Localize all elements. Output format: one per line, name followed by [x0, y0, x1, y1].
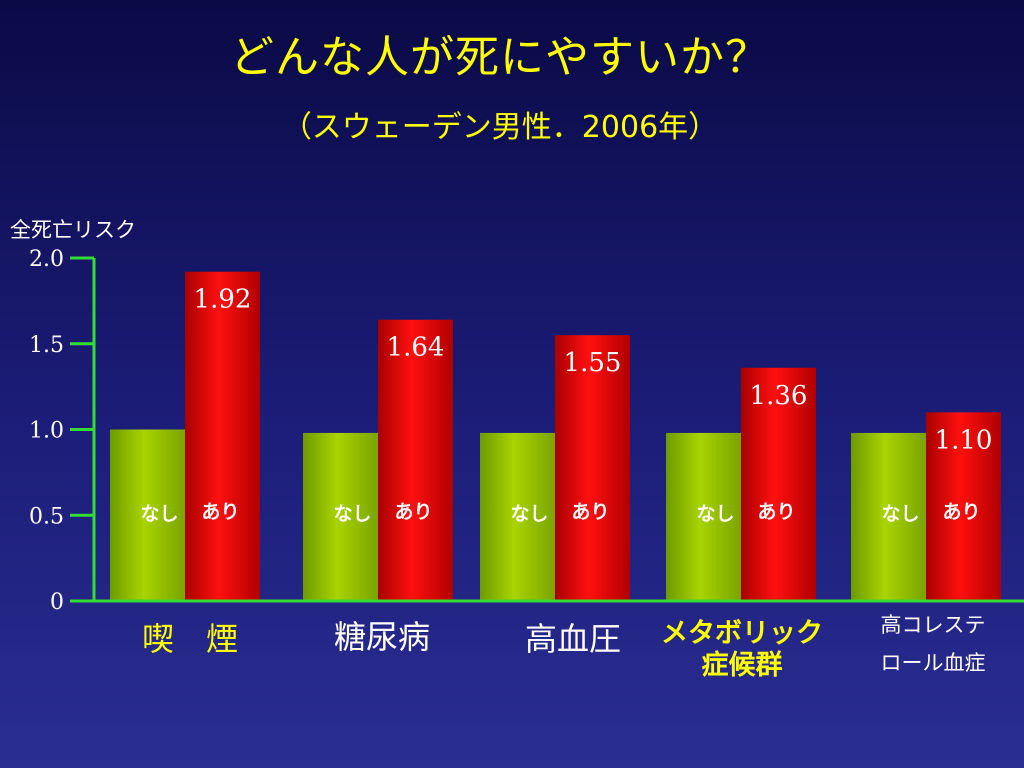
page-subtitle: （スウェーデン男性．2006年）: [281, 110, 719, 145]
y-axis-label: 全死亡リスク: [10, 218, 136, 242]
x-category-label-line: 高コレステ: [880, 613, 986, 637]
bar-without: [110, 429, 185, 601]
bar-with: [926, 412, 1001, 601]
x-category-label: 糖尿病: [272, 612, 492, 658]
bar-with: [741, 367, 816, 601]
bar-with: [555, 335, 630, 601]
bar-without: [666, 432, 741, 601]
y-tick-label: 1.0: [29, 419, 64, 444]
bar-value-label: 1.36: [750, 381, 808, 411]
x-category-label-line: ロール血症: [880, 651, 986, 675]
bar-value-label: 1.10: [935, 425, 993, 455]
y-tick-label: 1.5: [29, 333, 64, 358]
x-category-label: メタボリック 症候群: [632, 618, 852, 682]
page-title: どんな人が死にやすいか？: [230, 32, 770, 83]
bar-without: [851, 432, 926, 601]
bar-label-without: なし: [333, 503, 371, 525]
bar-label-without: なし: [510, 503, 548, 525]
bar-without: [303, 432, 378, 601]
bar-value-label: 1.55: [564, 348, 622, 378]
x-category-label-line: 糖尿病: [333, 618, 430, 656]
y-tick-label: 2.0: [29, 247, 64, 272]
x-category-label: 高コレステロール血症: [823, 606, 1024, 682]
x-category-label-line: 高血圧: [524, 620, 621, 658]
x-category-label-line: 症候群: [701, 650, 783, 681]
bar-label-without: なし: [881, 503, 919, 525]
bar-value-label: 1.92: [194, 285, 252, 315]
x-category-label: 喫 煙: [80, 614, 300, 660]
x-category-label: 高血圧: [463, 614, 683, 660]
bar-label-without: なし: [140, 503, 178, 525]
y-tick-label: 0: [50, 590, 64, 615]
bar-label-with: あり: [571, 501, 609, 523]
bar-label-with: あり: [201, 501, 239, 523]
x-category-label-line: 喫 煙: [141, 620, 238, 658]
bar-label-with: あり: [394, 501, 432, 523]
y-tick-label: 0.5: [29, 504, 64, 529]
bar-with: [378, 319, 453, 601]
bar-with: [185, 271, 260, 601]
x-category-label-line: メタボリック: [661, 618, 823, 649]
bar-without: [480, 432, 555, 601]
bar-value-label: 1.64: [387, 333, 445, 363]
bar-label-without: なし: [696, 503, 734, 525]
bar-label-with: あり: [942, 501, 980, 523]
bar-label-with: あり: [757, 501, 795, 523]
